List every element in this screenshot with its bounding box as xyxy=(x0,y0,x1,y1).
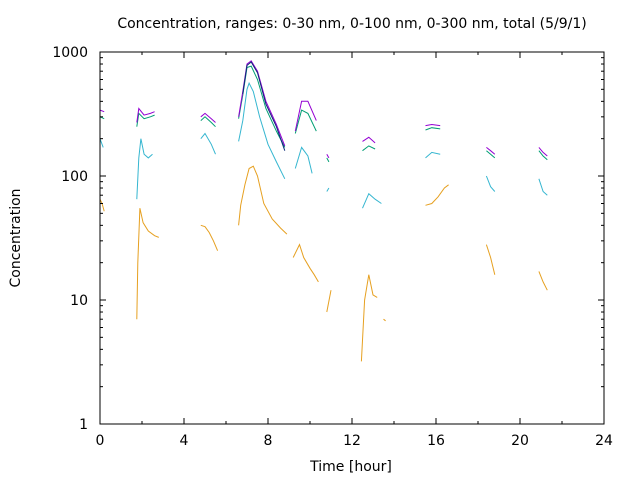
series-3-segment-9 xyxy=(538,147,548,157)
series-0-segment-2 xyxy=(200,224,219,251)
series-2-segment-6 xyxy=(362,145,376,152)
series-0-segment-5 xyxy=(326,290,332,313)
series-2-segment-2 xyxy=(200,116,216,128)
series-0-segment-1 xyxy=(136,208,159,320)
series-1-segment-0 xyxy=(99,138,104,148)
series-2-segment-9 xyxy=(538,150,548,161)
y-axis-label: Concentration xyxy=(8,188,24,287)
series-1-segment-4 xyxy=(294,146,313,174)
series-0-segment-7 xyxy=(383,318,386,322)
series-3-segment-4 xyxy=(294,100,317,132)
series-3-segment-1 xyxy=(136,107,155,123)
y-tick-label: 100 xyxy=(61,169,88,185)
x-tick-label: 4 xyxy=(180,433,189,449)
series-1-segment-1 xyxy=(136,138,153,200)
series-3-segment-0 xyxy=(99,109,105,113)
plot-frame xyxy=(99,51,605,425)
x-tick-label: 12 xyxy=(343,433,361,449)
axes: 0 4 8 12 16 20 24 1 10 100 1000 xyxy=(52,45,613,449)
x-tick-label: 8 xyxy=(264,433,273,449)
series-3-segment-5 xyxy=(326,153,330,159)
series-3 xyxy=(99,60,548,159)
y-tick-label: 1000 xyxy=(52,45,88,61)
series-2-segment-5 xyxy=(326,157,330,163)
y-tick-label: 1 xyxy=(79,417,88,433)
series-3-segment-8 xyxy=(486,147,496,155)
series-1 xyxy=(99,81,548,209)
series-2 xyxy=(99,65,548,163)
x-tick-label: 16 xyxy=(427,433,445,449)
series-4-segment-0 xyxy=(242,61,286,151)
series-1-segment-8 xyxy=(485,175,496,192)
x-tick-label: 24 xyxy=(595,433,613,449)
series-0-segment-0 xyxy=(99,198,105,212)
series-0-segment-3 xyxy=(238,165,288,235)
series-0-segment-9 xyxy=(485,244,496,275)
series-1-segment-7 xyxy=(425,151,441,159)
series-3-segment-6 xyxy=(362,136,376,144)
x-tick-label: 20 xyxy=(511,433,529,449)
series-0-segment-10 xyxy=(538,271,548,291)
series-3-segment-2 xyxy=(200,112,216,123)
chart-title: Concentration, ranges: 0-30 nm, 0-100 nm… xyxy=(117,16,586,32)
x-tick-label: 0 xyxy=(96,433,105,449)
series-1-segment-2 xyxy=(200,132,216,155)
series-0-segment-8 xyxy=(425,184,449,206)
series-2-segment-7 xyxy=(425,127,441,131)
series-2-segment-8 xyxy=(486,150,496,159)
y-tick-label: 10 xyxy=(70,293,88,309)
series-0-segment-4 xyxy=(292,243,319,283)
series-1-segment-3 xyxy=(238,81,286,180)
series-1-segment-9 xyxy=(538,178,548,196)
series-2-segment-1 xyxy=(136,112,155,127)
series-1-segment-6 xyxy=(362,192,382,209)
series-3-segment-7 xyxy=(425,123,441,127)
series-2-segment-4 xyxy=(294,109,317,134)
series-1-segment-5 xyxy=(326,187,330,192)
x-axis-label: Time [hour] xyxy=(309,459,392,475)
series-0 xyxy=(99,165,548,362)
series-0-segment-6 xyxy=(360,274,378,362)
series-4 xyxy=(242,61,286,151)
plot-series xyxy=(99,60,548,362)
